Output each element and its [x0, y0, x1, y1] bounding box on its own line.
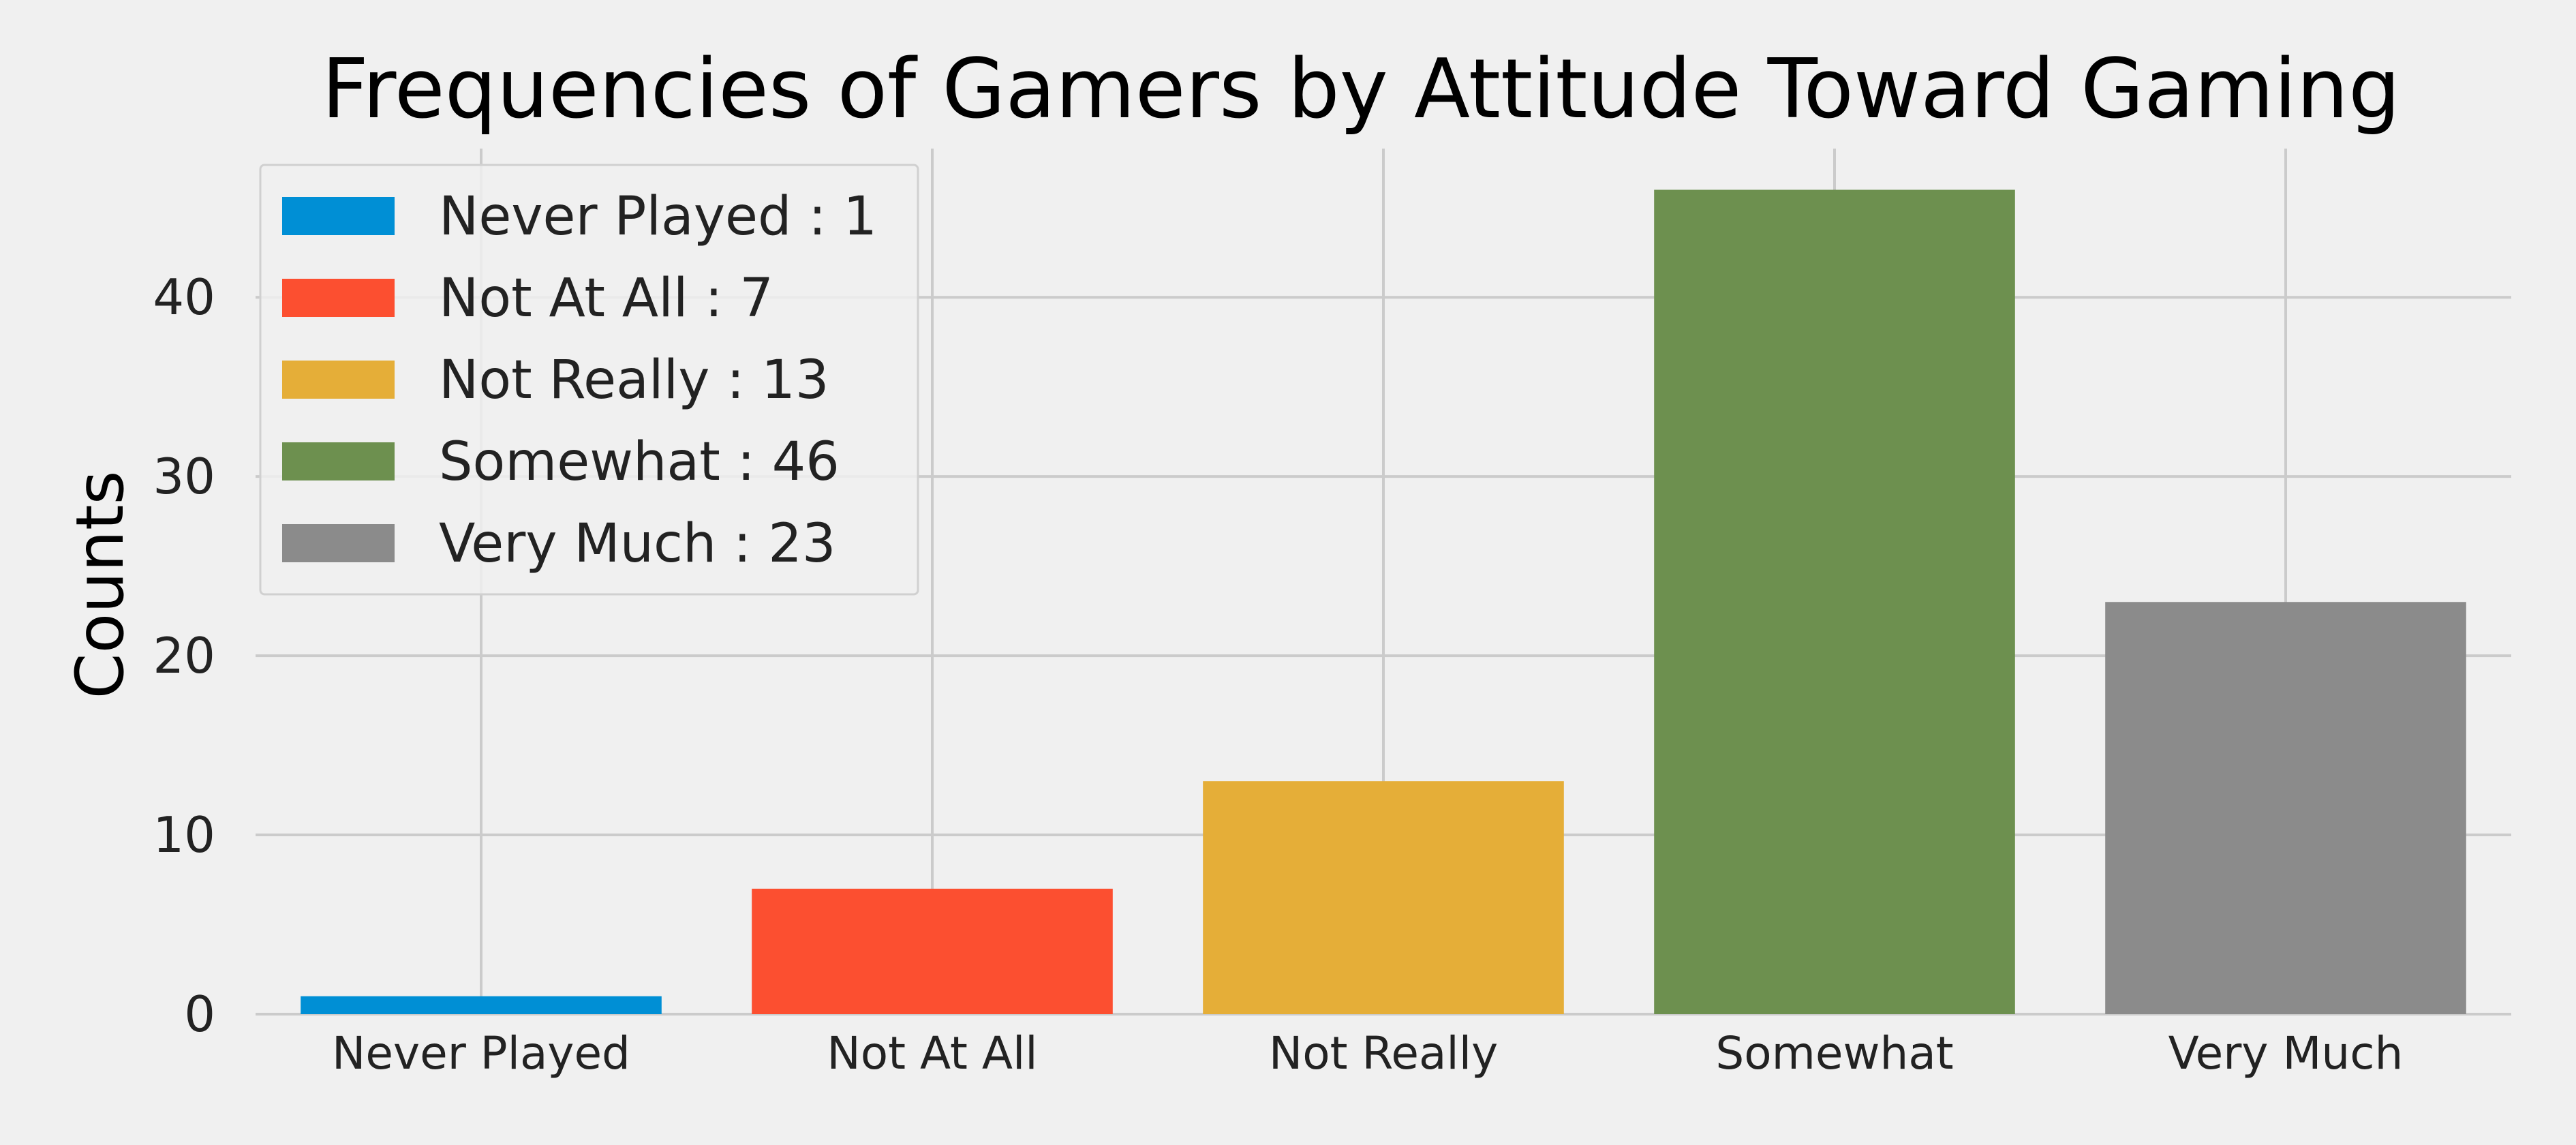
legend: Never Played : 1 Not At All : 7 Not Really…	[259, 164, 919, 596]
x-tick-label: Never Played	[332, 1027, 630, 1080]
legend-swatch	[282, 442, 395, 480]
y-tick-label: 30	[153, 448, 215, 505]
bar	[1654, 189, 2015, 1014]
y-tick-label: 10	[153, 806, 215, 864]
bars-layer	[301, 189, 2466, 1014]
bar	[301, 996, 662, 1014]
chart-title: Frequencies of Gamers by Attitude Toward…	[322, 42, 2400, 137]
y-tick-label: 20	[153, 627, 215, 684]
legend-label: Not Really : 13	[439, 350, 829, 411]
ticks-layer: 0 10 20 30 40 Never Played Not At All Not Reall…	[153, 269, 2403, 1080]
y-tick-label: 0	[184, 986, 215, 1043]
legend-swatch	[282, 279, 395, 317]
x-tick-label: Not At All	[827, 1027, 1037, 1080]
x-tick-label: Somewhat	[1715, 1027, 1953, 1080]
x-tick-label: Very Much	[2168, 1027, 2404, 1080]
legend-label: Not At All : 7	[439, 268, 773, 329]
legend-swatch	[282, 197, 395, 235]
y-tick-label: 40	[153, 269, 215, 326]
bar	[2105, 602, 2466, 1014]
x-tick-label: Not Really	[1269, 1027, 1498, 1080]
legend-label: Never Played : 1	[439, 186, 877, 247]
legend-swatch	[282, 361, 395, 399]
y-axis-label: Counts	[62, 470, 138, 699]
legend-label: Somewhat : 46	[439, 431, 840, 493]
legend-label: Very Much : 23	[439, 513, 836, 575]
bar	[752, 888, 1113, 1014]
bar	[1203, 781, 1564, 1014]
legend-frame	[259, 164, 919, 596]
legend-swatch	[282, 524, 395, 562]
